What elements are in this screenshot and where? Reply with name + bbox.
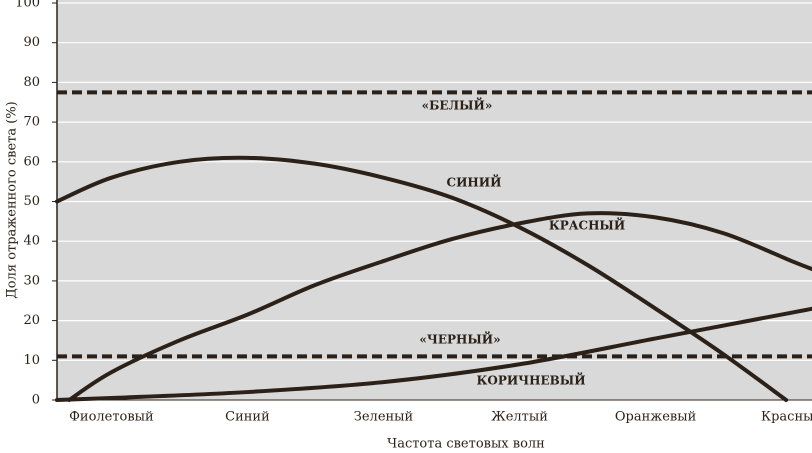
y-tick-label: 100 xyxy=(15,0,40,11)
y-tick-label: 80 xyxy=(23,75,40,90)
x-tick-label: Синий xyxy=(225,410,270,425)
x-tick-label: Оранжевый xyxy=(615,410,696,425)
y-tick-label: 20 xyxy=(23,313,40,328)
reference-label: «БЕЛЫЙ» xyxy=(422,97,493,113)
x-axis-title: Частота световых волн xyxy=(387,437,545,452)
y-tick-label: 40 xyxy=(23,234,40,249)
x-tick-label: Зеленый xyxy=(354,410,413,425)
y-tick-label: 30 xyxy=(23,273,40,288)
series-label: КОРИЧНЕВЫЙ xyxy=(476,372,585,388)
series-label: СИНИЙ xyxy=(447,174,502,190)
y-tick-label: 50 xyxy=(23,194,40,209)
x-tick-label: Красный xyxy=(761,410,812,425)
y-tick-label: 0 xyxy=(32,393,40,408)
series-line xyxy=(67,211,812,402)
y-tick-label: 90 xyxy=(23,35,40,50)
series-line xyxy=(55,155,789,402)
y-tick-label: 70 xyxy=(23,115,40,130)
series-label: КРАСНЫЙ xyxy=(549,217,625,233)
y-axis-title: Доля отраженного света (%) xyxy=(5,101,20,299)
y-tick-label: 10 xyxy=(23,353,40,368)
y-tick-label: 60 xyxy=(23,154,40,169)
x-tick-label: Желтый xyxy=(491,410,548,425)
reference-label: «ЧЕРНЫЙ» xyxy=(419,331,500,347)
series-line xyxy=(55,306,812,402)
x-tick-label: Фиолетовый xyxy=(69,410,154,425)
